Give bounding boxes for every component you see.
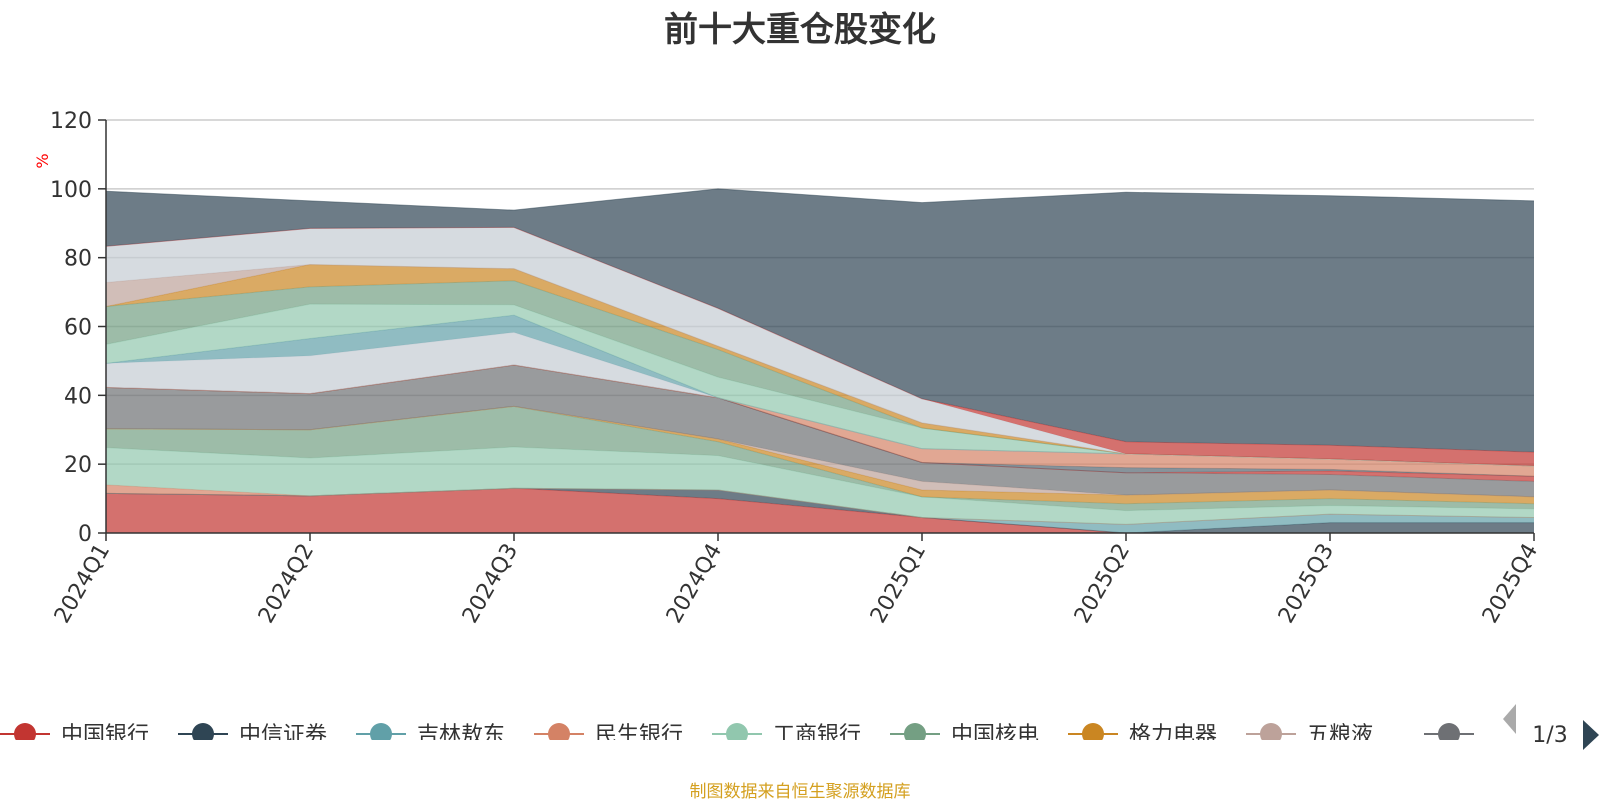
series-area-4 <box>106 446 1534 525</box>
x-tick-label: 2025Q3 <box>1274 540 1339 628</box>
legend-item[interactable]: 中国平安 <box>1424 723 1573 748</box>
legend-item[interactable]: 中信证券 <box>178 723 327 748</box>
series-area-15 <box>106 280 1534 466</box>
legend: 中国银行 中信证券 吉林敖东 民生银行 工商银行 中国核电 格力电器 五粮液 中国平安 <box>0 723 1573 748</box>
legend-pager: 1/3 <box>1503 704 1599 750</box>
legend-item[interactable]: 吉林敖东 <box>356 723 505 748</box>
series-area-12 <box>106 332 1534 466</box>
legend-marker-icon <box>548 723 570 740</box>
axes <box>105 120 1534 534</box>
y-axis-unit-label: % <box>33 153 52 168</box>
chart-title: 前十大重仓股变化 <box>664 10 936 50</box>
x-tick-label: 2025Q4 <box>1478 540 1543 628</box>
legend-label: 格力电器 <box>1129 723 1217 748</box>
legend-item[interactable]: 格力电器 <box>1068 723 1217 748</box>
legend-item[interactable]: 五粮液 <box>1246 723 1373 748</box>
legend-item[interactable]: 民生银行 <box>534 723 683 748</box>
y-tick-label: 120 <box>50 109 92 134</box>
legend-marker-icon <box>904 723 926 740</box>
y-tick-label: 40 <box>64 384 92 409</box>
series-area-1 <box>106 488 1534 533</box>
data-source-note: 制图数据来自恒生聚源数据库 <box>689 782 911 802</box>
series-area-8 <box>106 365 1534 497</box>
legend-label: 吉林敖东 <box>417 723 505 748</box>
y-tick-label: 60 <box>64 316 92 341</box>
y-tick-labels: 0 20 40 60 80 100 120 <box>50 109 92 547</box>
legend-label: 民生银行 <box>595 723 683 748</box>
legend-label: 中信证券 <box>239 723 327 748</box>
legend-label: 五粮液 <box>1307 723 1373 748</box>
x-tick-label: 2024Q4 <box>662 540 727 628</box>
legend-marker-icon <box>1260 723 1282 740</box>
legend-item[interactable]: 中国银行 <box>0 723 149 748</box>
legend-next-arrow-icon[interactable] <box>1583 720 1599 750</box>
x-tick-label: 2024Q1 <box>50 540 115 628</box>
y-tick-label: 20 <box>64 453 92 478</box>
legend-marker-icon <box>370 723 392 740</box>
legend-item[interactable]: 中国核电 <box>890 723 1039 748</box>
legend-marker-icon <box>14 723 36 740</box>
legend-item[interactable]: 工商银行 <box>712 723 861 748</box>
series-area-0 <box>106 488 1534 533</box>
legend-prev-arrow-icon[interactable] <box>1503 704 1516 734</box>
series-areas <box>105 188 1535 534</box>
series-area-20 <box>106 188 1534 453</box>
x-tick-label: 2024Q3 <box>458 540 523 628</box>
series-area-16 <box>106 264 1534 466</box>
legend-marker-icon <box>726 723 748 740</box>
x-tick-label: 2025Q2 <box>1070 540 1135 628</box>
y-tick-label: 0 <box>78 522 92 547</box>
y-tick-label: 100 <box>50 178 92 203</box>
series-area-14 <box>106 304 1534 466</box>
legend-page-indicator: 1/3 <box>1532 723 1567 748</box>
series-area-6 <box>106 406 1534 504</box>
x-tick-label: 2024Q2 <box>254 540 319 628</box>
series-line-20 <box>105 188 1535 211</box>
legend-marker-icon <box>1082 723 1104 740</box>
legend-marker-icon <box>1438 723 1460 740</box>
series-area-5 <box>106 406 1534 511</box>
series-area-18 <box>106 227 1534 466</box>
legend-label: 中国核电 <box>951 723 1039 748</box>
legend-label: 工商银行 <box>773 723 861 748</box>
y-tick-label: 80 <box>64 247 92 272</box>
legend-label: 中国银行 <box>61 723 149 748</box>
legend-marker-icon <box>192 723 214 740</box>
series-area-11 <box>106 365 1534 477</box>
x-tick-labels: 2024Q1 2024Q2 2024Q3 2024Q4 2025Q1 2025Q2 2025… <box>50 533 1543 628</box>
x-tick-label: 2025Q1 <box>866 540 931 628</box>
